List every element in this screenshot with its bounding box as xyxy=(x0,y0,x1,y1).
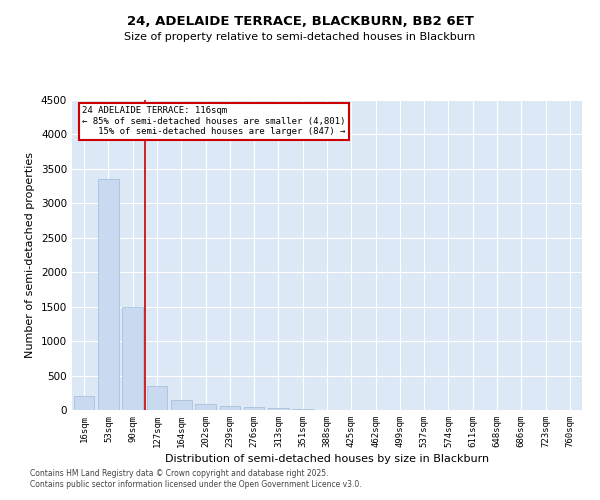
Text: 24, ADELAIDE TERRACE, BLACKBURN, BB2 6ET: 24, ADELAIDE TERRACE, BLACKBURN, BB2 6ET xyxy=(127,15,473,28)
Text: Contains public sector information licensed under the Open Government Licence v3: Contains public sector information licen… xyxy=(30,480,362,489)
X-axis label: Distribution of semi-detached houses by size in Blackburn: Distribution of semi-detached houses by … xyxy=(165,454,489,464)
Bar xyxy=(98,179,119,410)
Bar xyxy=(220,406,240,410)
Y-axis label: Number of semi-detached properties: Number of semi-detached properties xyxy=(25,152,35,358)
Bar xyxy=(292,409,313,410)
Text: Size of property relative to semi-detached houses in Blackburn: Size of property relative to semi-detach… xyxy=(124,32,476,42)
Bar xyxy=(122,306,143,410)
Text: 24 ADELAIDE TERRACE: 116sqm
← 85% of semi-detached houses are smaller (4,801)
  : 24 ADELAIDE TERRACE: 116sqm ← 85% of sem… xyxy=(82,106,346,136)
Bar xyxy=(146,386,167,410)
Bar xyxy=(195,404,216,410)
Bar xyxy=(268,408,289,410)
Bar xyxy=(74,396,94,410)
Bar xyxy=(171,400,191,410)
Bar xyxy=(244,407,265,410)
Text: Contains HM Land Registry data © Crown copyright and database right 2025.: Contains HM Land Registry data © Crown c… xyxy=(30,468,329,477)
